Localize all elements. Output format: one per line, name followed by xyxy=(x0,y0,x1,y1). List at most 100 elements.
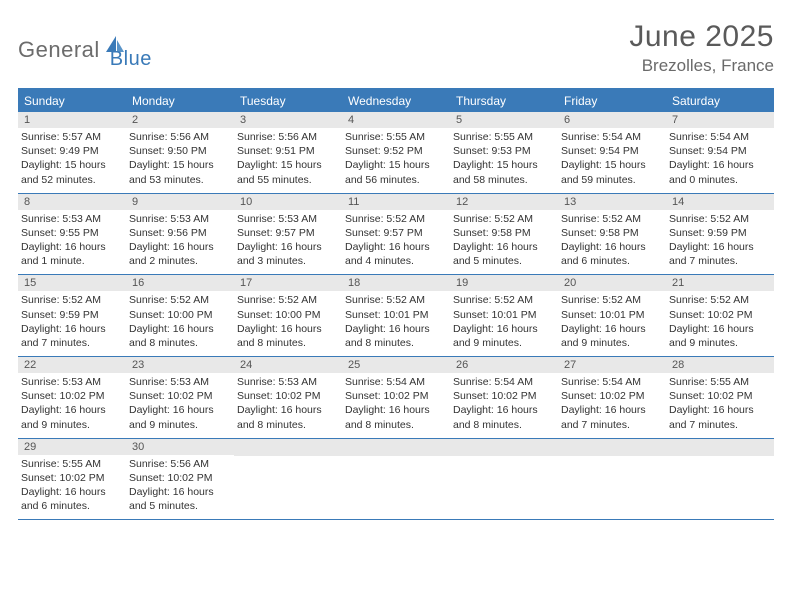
daylight-text: Daylight: 16 hours and 6 minutes. xyxy=(21,485,122,513)
day-number: 14 xyxy=(666,194,774,210)
day-details: Sunrise: 5:53 AMSunset: 10:02 PMDaylight… xyxy=(234,375,342,432)
sunrise-text: Sunrise: 5:56 AM xyxy=(129,130,230,144)
sunset-text: Sunset: 9:54 PM xyxy=(561,144,662,158)
sunset-text: Sunset: 10:02 PM xyxy=(129,471,230,485)
day-details: Sunrise: 5:54 AMSunset: 10:02 PMDaylight… xyxy=(342,375,450,432)
sunset-text: Sunset: 10:02 PM xyxy=(237,389,338,403)
sunrise-text: Sunrise: 5:52 AM xyxy=(453,293,554,307)
daylight-text: Daylight: 15 hours and 55 minutes. xyxy=(237,158,338,186)
day-cell: 10Sunrise: 5:53 AMSunset: 9:57 PMDayligh… xyxy=(234,194,342,275)
month-title: June 2025 xyxy=(629,20,774,54)
sunrise-text: Sunrise: 5:55 AM xyxy=(345,130,446,144)
day-number xyxy=(450,439,558,456)
day-details: Sunrise: 5:56 AMSunset: 9:50 PMDaylight:… xyxy=(126,130,234,187)
day-number: 21 xyxy=(666,275,774,291)
daylight-text: Daylight: 15 hours and 59 minutes. xyxy=(561,158,662,186)
day-details: Sunrise: 5:52 AMSunset: 9:58 PMDaylight:… xyxy=(450,212,558,269)
sunrise-text: Sunrise: 5:53 AM xyxy=(21,375,122,389)
sunset-text: Sunset: 9:59 PM xyxy=(669,226,770,240)
week-row: 8Sunrise: 5:53 AMSunset: 9:55 PMDaylight… xyxy=(18,194,774,276)
daylight-text: Daylight: 16 hours and 4 minutes. xyxy=(345,240,446,268)
sunrise-text: Sunrise: 5:52 AM xyxy=(21,293,122,307)
daylight-text: Daylight: 16 hours and 9 minutes. xyxy=(21,403,122,431)
logo-text-blue: Blue xyxy=(110,48,152,71)
week-row: 29Sunrise: 5:55 AMSunset: 10:02 PMDaylig… xyxy=(18,439,774,521)
sunrise-text: Sunrise: 5:57 AM xyxy=(21,130,122,144)
day-number: 27 xyxy=(558,357,666,373)
daylight-text: Daylight: 15 hours and 52 minutes. xyxy=(21,158,122,186)
daylight-text: Daylight: 16 hours and 7 minutes. xyxy=(561,403,662,431)
day-details: Sunrise: 5:53 AMSunset: 9:56 PMDaylight:… xyxy=(126,212,234,269)
sunrise-text: Sunrise: 5:54 AM xyxy=(561,130,662,144)
daylight-text: Daylight: 16 hours and 7 minutes. xyxy=(669,240,770,268)
daylight-text: Daylight: 15 hours and 56 minutes. xyxy=(345,158,446,186)
daylight-text: Daylight: 16 hours and 8 minutes. xyxy=(237,322,338,350)
sunset-text: Sunset: 9:56 PM xyxy=(129,226,230,240)
day-details: Sunrise: 5:52 AMSunset: 10:02 PMDaylight… xyxy=(666,293,774,350)
day-details: Sunrise: 5:53 AMSunset: 10:02 PMDaylight… xyxy=(126,375,234,432)
day-number: 16 xyxy=(126,275,234,291)
daylight-text: Daylight: 16 hours and 7 minutes. xyxy=(669,403,770,431)
day-cell: 15 Sunrise: 5:52 AMSunset: 9:59 PMDayligh… xyxy=(18,275,126,356)
day-number: 30 xyxy=(126,439,234,455)
daylight-text: Daylight: 16 hours and 5 minutes. xyxy=(129,485,230,513)
day-cell: 23Sunrise: 5:53 AMSunset: 10:02 PMDaylig… xyxy=(126,357,234,438)
day-details: Sunrise: 5:52 AMSunset: 10:01 PMDaylight… xyxy=(558,293,666,350)
sunset-text: Sunset: 9:49 PM xyxy=(21,144,122,158)
day-header-fri: Friday xyxy=(558,90,666,112)
sunrise-text: Sunrise: 5:52 AM xyxy=(561,293,662,307)
day-cell: 17Sunrise: 5:52 AMSunset: 10:00 PMDaylig… xyxy=(234,275,342,356)
sunrise-text: Sunrise: 5:56 AM xyxy=(237,130,338,144)
daylight-text: Daylight: 16 hours and 8 minutes. xyxy=(129,322,230,350)
day-cell: 4Sunrise: 5:55 AMSunset: 9:52 PMDaylight… xyxy=(342,112,450,193)
day-number: 1 xyxy=(18,112,126,128)
day-details: Sunrise: 5:52 AMSunset: 9:59 PMDaylight:… xyxy=(18,293,126,350)
daylight-text: Daylight: 16 hours and 9 minutes. xyxy=(561,322,662,350)
day-details: Sunrise: 5:55 AMSunset: 9:52 PMDaylight:… xyxy=(342,130,450,187)
day-number: 3 xyxy=(234,112,342,128)
day-header-row: Sunday Monday Tuesday Wednesday Thursday… xyxy=(18,90,774,112)
day-cell: 22Sunrise: 5:53 AMSunset: 10:02 PMDaylig… xyxy=(18,357,126,438)
sunset-text: Sunset: 9:59 PM xyxy=(21,308,122,322)
daylight-text: Daylight: 16 hours and 9 minutes. xyxy=(453,322,554,350)
sunset-text: Sunset: 10:02 PM xyxy=(345,389,446,403)
day-details: Sunrise: 5:52 AMSunset: 9:59 PMDaylight:… xyxy=(666,212,774,269)
sunset-text: Sunset: 10:02 PM xyxy=(669,308,770,322)
day-number: 8 xyxy=(18,194,126,210)
day-cell xyxy=(342,439,450,520)
day-details: Sunrise: 5:52 AMSunset: 9:58 PMDaylight:… xyxy=(558,212,666,269)
day-number: 11 xyxy=(342,194,450,210)
daylight-text: Daylight: 16 hours and 5 minutes. xyxy=(453,240,554,268)
sunset-text: Sunset: 9:58 PM xyxy=(561,226,662,240)
day-number: 7 xyxy=(666,112,774,128)
day-number xyxy=(666,439,774,456)
sunrise-text: Sunrise: 5:53 AM xyxy=(237,212,338,226)
sunset-text: Sunset: 10:00 PM xyxy=(129,308,230,322)
sunrise-text: Sunrise: 5:53 AM xyxy=(21,212,122,226)
daylight-text: Daylight: 16 hours and 8 minutes. xyxy=(345,322,446,350)
sunrise-text: Sunrise: 5:53 AM xyxy=(129,212,230,226)
day-cell: 6Sunrise: 5:54 AMSunset: 9:54 PMDaylight… xyxy=(558,112,666,193)
day-cell: 20Sunrise: 5:52 AMSunset: 10:01 PMDaylig… xyxy=(558,275,666,356)
day-cell: 9Sunrise: 5:53 AMSunset: 9:56 PMDaylight… xyxy=(126,194,234,275)
day-cell: 18Sunrise: 5:52 AMSunset: 10:01 PMDaylig… xyxy=(342,275,450,356)
day-details: Sunrise: 5:53 AMSunset: 9:57 PMDaylight:… xyxy=(234,212,342,269)
sunrise-text: Sunrise: 5:52 AM xyxy=(561,212,662,226)
sunset-text: Sunset: 9:53 PM xyxy=(453,144,554,158)
sunrise-text: Sunrise: 5:52 AM xyxy=(345,212,446,226)
day-cell: 1 Sunrise: 5:57 AMSunset: 9:49 PMDaylight… xyxy=(18,112,126,193)
day-cell: 7Sunrise: 5:54 AMSunset: 9:54 PMDaylight… xyxy=(666,112,774,193)
day-number: 24 xyxy=(234,357,342,373)
day-cell xyxy=(666,439,774,520)
sunrise-text: Sunrise: 5:52 AM xyxy=(453,212,554,226)
sunrise-text: Sunrise: 5:54 AM xyxy=(669,130,770,144)
day-cell: 5Sunrise: 5:55 AMSunset: 9:53 PMDaylight… xyxy=(450,112,558,193)
day-number: 15 xyxy=(18,275,126,291)
day-cell: 8Sunrise: 5:53 AMSunset: 9:55 PMDaylight… xyxy=(18,194,126,275)
day-cell xyxy=(234,439,342,520)
day-details: Sunrise: 5:55 AMSunset: 10:02 PMDaylight… xyxy=(18,457,126,514)
sunset-text: Sunset: 9:58 PM xyxy=(453,226,554,240)
week-row: 1Sunrise: 5:57 AMSunset: 9:49 PMDaylight… xyxy=(18,112,774,194)
daylight-text: Daylight: 16 hours and 8 minutes. xyxy=(453,403,554,431)
day-number: 18 xyxy=(342,275,450,291)
